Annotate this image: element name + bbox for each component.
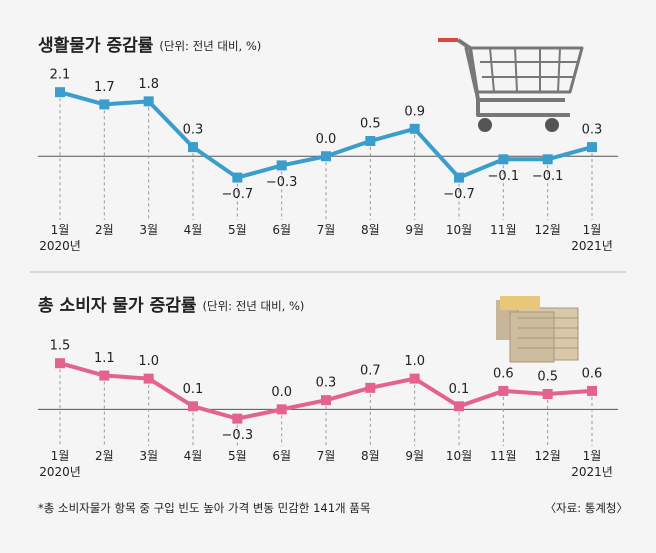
data-label: 0.1 <box>449 382 470 397</box>
x-tick-label: 1월 2021년 <box>571 449 613 479</box>
x-tick-label: 2월 <box>94 223 114 237</box>
x-tick-label: 7월 <box>316 223 336 237</box>
point <box>99 370 110 381</box>
point <box>99 99 110 110</box>
point <box>188 401 198 412</box>
x-tick-label: 1월 2021년 <box>571 223 613 253</box>
x-tick-label: 8월 <box>360 223 380 237</box>
data-label: 1.0 <box>138 354 159 369</box>
point <box>365 136 376 146</box>
data-label: 0.9 <box>404 104 425 119</box>
point <box>143 96 154 107</box>
data-label: 0.3 <box>183 123 204 138</box>
point <box>232 172 243 183</box>
data-label: 2.1 <box>50 68 71 83</box>
data-label: −0.7 <box>443 187 475 202</box>
point <box>55 358 65 369</box>
point <box>409 123 420 134</box>
data-label: −0.1 <box>532 169 564 184</box>
data-label: 1.0 <box>404 354 425 369</box>
data-label: 0.6 <box>582 366 603 381</box>
x-tick-label: 12월 <box>534 449 561 463</box>
x-tick-label: 10월 <box>445 223 473 237</box>
data-label: 0.0 <box>271 385 292 400</box>
data-label: 0.6 <box>493 366 514 381</box>
point <box>454 401 464 412</box>
source: 〈자료: 통계청〉 <box>544 501 628 515</box>
data-label: 1.5 <box>50 339 71 354</box>
point <box>542 154 553 165</box>
point <box>321 151 331 162</box>
x-tick-label: 4월 <box>183 449 203 463</box>
data-label: −0.7 <box>222 187 254 202</box>
chart-title: 생활물가 증감률 <box>38 35 154 56</box>
x-tick-label: 3월 <box>139 449 158 463</box>
data-label: 0.3 <box>582 123 603 138</box>
point <box>454 172 464 183</box>
point <box>321 395 331 406</box>
x-tick-label: 5월 <box>227 223 247 237</box>
x-tick-label: 9월 <box>405 223 424 237</box>
x-tick-label: 12월 <box>534 223 561 237</box>
x-tick-label: 11월 <box>490 223 517 237</box>
chart-heading: 총 소비자 물가 증감률 (단위: 전년 대비, %) <box>38 296 304 316</box>
data-label: 1.7 <box>94 80 115 95</box>
point <box>587 142 597 153</box>
point <box>276 160 287 171</box>
data-label: 1.1 <box>94 351 115 366</box>
x-tick-label: 6월 <box>272 449 291 463</box>
point <box>409 373 420 384</box>
point <box>365 382 376 393</box>
data-label: 0.3 <box>316 376 337 391</box>
data-label: 0.5 <box>360 117 381 132</box>
x-tick-label: 1월 2020년 <box>39 223 81 253</box>
data-label: −0.3 <box>222 428 254 443</box>
data-label: 0.7 <box>360 363 381 378</box>
data-label: 1.8 <box>138 77 159 92</box>
chart-title: 총 소비자 물가 증감률 <box>38 296 197 316</box>
point <box>498 385 509 396</box>
point <box>232 413 243 424</box>
chart-heading: 생활물가 증감률 (단위: 전년 대비, %) <box>38 35 261 56</box>
money-icon <box>496 296 579 363</box>
data-label: 0.0 <box>316 132 337 147</box>
x-tick-label: 10월 <box>445 449 473 463</box>
x-tick-label: 2월 <box>94 449 114 463</box>
x-tick-label: 9월 <box>405 449 424 463</box>
data-label: −0.1 <box>488 169 520 184</box>
x-tick-label: 5월 <box>227 449 247 463</box>
x-tick-label: 3월 <box>139 223 158 237</box>
point <box>188 142 198 153</box>
point <box>276 404 287 415</box>
point <box>498 154 509 165</box>
x-tick-label: 7월 <box>316 449 336 463</box>
chart-subtitle: (단위: 전년 대비, %) <box>159 39 261 53</box>
chart-subtitle: (단위: 전년 대비, %) <box>203 299 305 313</box>
point <box>55 87 65 98</box>
data-label: 0.5 <box>537 370 558 385</box>
x-tick-label: 6월 <box>272 223 291 237</box>
point <box>587 385 597 396</box>
point <box>143 373 154 384</box>
x-tick-label: 4월 <box>183 223 203 237</box>
point <box>542 389 553 399</box>
cart-icon <box>438 38 584 132</box>
data-label: 0.1 <box>183 382 204 397</box>
x-tick-label: 8월 <box>360 449 380 463</box>
data-label: −0.3 <box>266 175 298 190</box>
footnote: *총 소비자물가 항목 중 구입 빈도 높아 가격 변동 민감한 141개 품목 <box>38 501 371 515</box>
x-tick-label: 11월 <box>490 449 517 463</box>
x-tick-label: 1월 2020년 <box>39 449 81 479</box>
